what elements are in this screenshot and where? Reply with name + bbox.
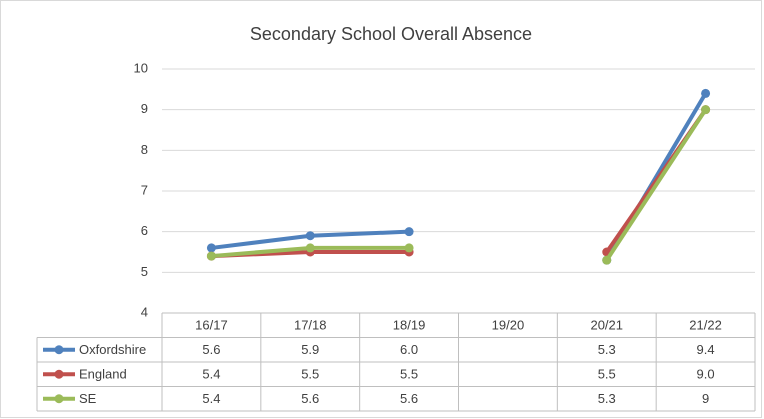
legend-label: Oxfordshire bbox=[79, 342, 146, 357]
legend-marker bbox=[54, 394, 64, 404]
data-point bbox=[404, 243, 414, 253]
data-point bbox=[206, 251, 216, 261]
y-tick-label: 6 bbox=[141, 223, 148, 238]
table-value: 5.6 bbox=[400, 391, 418, 406]
y-tick-label: 7 bbox=[141, 182, 148, 197]
data-point bbox=[701, 105, 711, 115]
x-tick-label: 17/18 bbox=[294, 318, 327, 333]
table-value: 5.4 bbox=[202, 391, 220, 406]
table-value: 5.3 bbox=[598, 342, 616, 357]
x-tick-label: 16/17 bbox=[195, 318, 228, 333]
table-value: 9.4 bbox=[697, 342, 715, 357]
x-tick-label: 18/19 bbox=[393, 318, 426, 333]
data-point bbox=[701, 88, 711, 98]
data-point bbox=[602, 255, 612, 265]
table-value: 5.3 bbox=[598, 391, 616, 406]
chart-title: Secondary School Overall Absence bbox=[250, 24, 532, 44]
legend-marker bbox=[54, 345, 64, 355]
table-value: 6.0 bbox=[400, 342, 418, 357]
table-value: 5.5 bbox=[301, 367, 319, 382]
y-tick-label: 4 bbox=[141, 304, 148, 319]
x-tick-label: 20/21 bbox=[590, 318, 623, 333]
table-value: 5.9 bbox=[301, 342, 319, 357]
x-tick-label: 19/20 bbox=[492, 318, 525, 333]
table-value: 5.5 bbox=[400, 367, 418, 382]
legend-marker bbox=[54, 369, 64, 379]
table-value: 9.0 bbox=[697, 367, 715, 382]
data-point bbox=[305, 243, 315, 253]
y-tick-label: 8 bbox=[141, 142, 148, 157]
y-tick-label: 10 bbox=[134, 60, 148, 75]
y-tick-label: 5 bbox=[141, 264, 148, 279]
table-value: 5.5 bbox=[598, 367, 616, 382]
data-point bbox=[206, 243, 216, 253]
data-point bbox=[404, 227, 414, 237]
data-point bbox=[305, 231, 315, 241]
table-value: 5.6 bbox=[301, 391, 319, 406]
table-value: 5.6 bbox=[202, 342, 220, 357]
table-value: 9 bbox=[702, 391, 709, 406]
y-tick-label: 9 bbox=[141, 101, 148, 116]
x-tick-label: 21/22 bbox=[689, 318, 722, 333]
legend-label: England bbox=[79, 367, 127, 382]
legend-label: SE bbox=[79, 391, 97, 406]
table-value: 5.4 bbox=[202, 367, 220, 382]
